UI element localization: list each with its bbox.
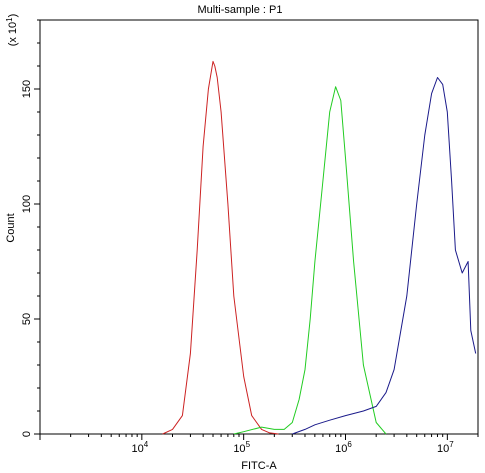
x-tick-exponent: 7 [449,440,454,449]
x-tick-label: 106 [335,440,352,455]
x-tick-base: 10 [233,443,245,455]
y-axis: 0 50 100 150 [21,19,40,437]
histogram-series-2 [233,86,387,435]
x-tick-base: 10 [335,443,347,455]
series-layer [162,60,477,435]
y-tick-label: 50 [21,313,33,325]
y-multiplier-label: (x 101) [5,14,19,47]
x-axis: 104 105 106 107 [39,434,479,455]
histogram-series-3 [292,77,477,435]
x-tick-base: 10 [131,443,143,455]
x-axis-title: FITC-A [241,460,277,472]
plot-frame [39,19,479,435]
y-multiplier-suffix: ) [7,14,19,18]
y-multiplier-exponent: 1 [5,17,14,22]
x-tick-label: 107 [437,440,454,455]
chart-title: Multi-sample : P1 [198,4,283,16]
x-tick-label: 105 [233,440,250,455]
y-tick-label: 150 [21,80,33,98]
y-multiplier-prefix: (x 10 [7,22,19,46]
y-tick-label: 100 [21,195,33,213]
y-tick-label: 0 [21,431,33,437]
x-tick-base: 10 [437,443,449,455]
x-tick-exponent: 5 [246,440,251,449]
x-tick-exponent: 4 [144,440,149,449]
histogram-series-1 [162,60,279,435]
x-tick-exponent: 6 [347,440,352,449]
x-tick-label: 104 [131,440,148,455]
y-axis-title: Count [5,213,17,242]
